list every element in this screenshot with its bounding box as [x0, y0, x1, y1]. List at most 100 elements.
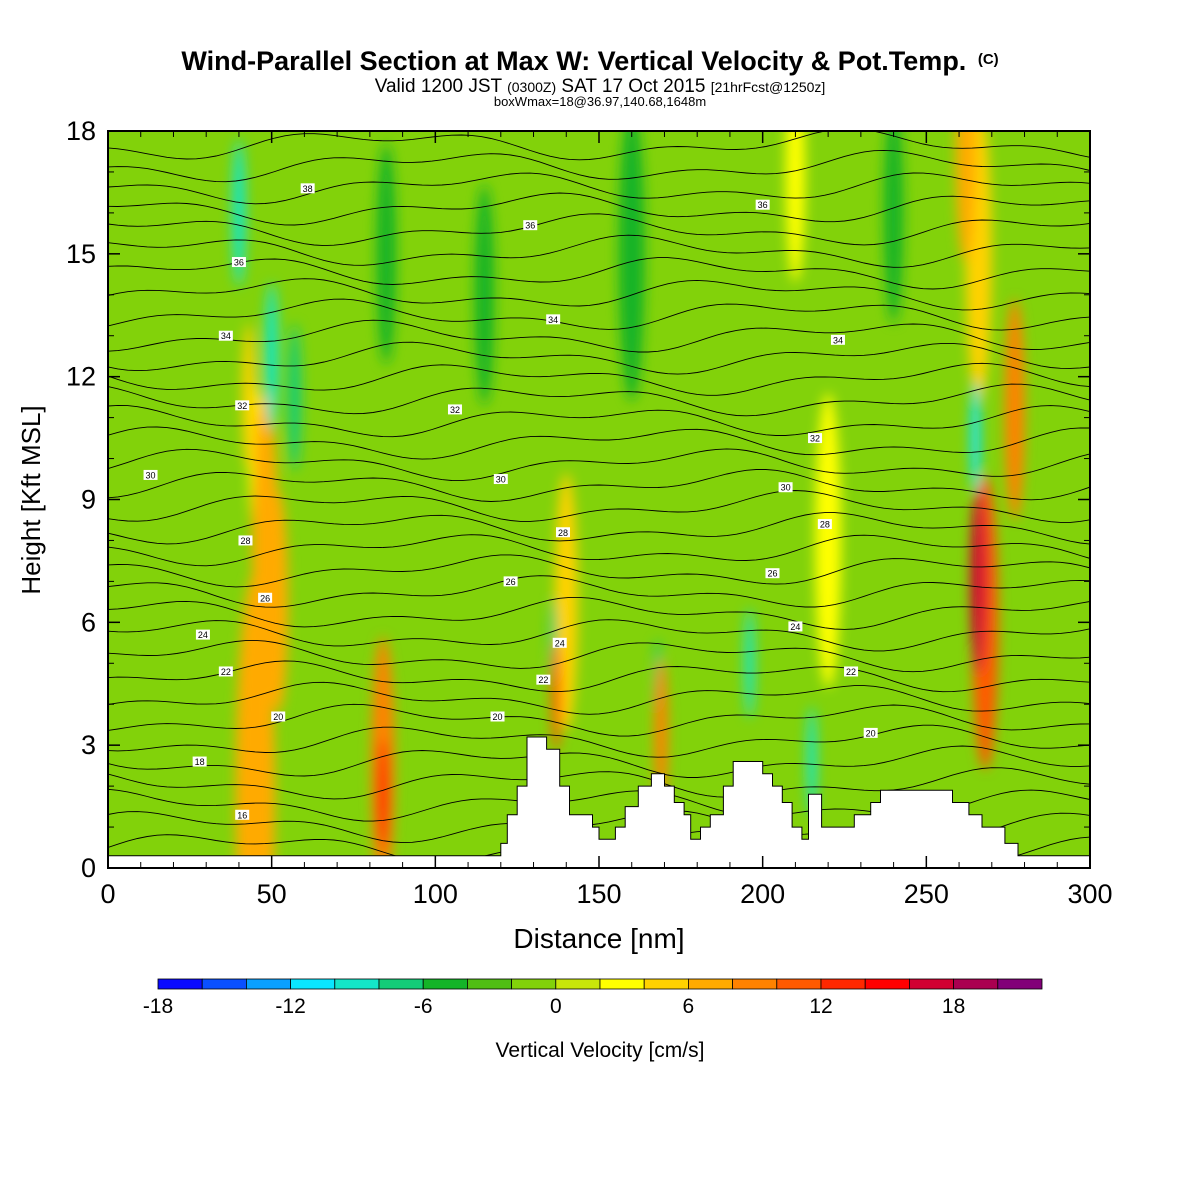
theta-contour	[108, 534, 1090, 567]
theta-contour	[108, 298, 1090, 331]
contour-label-bg	[536, 674, 551, 685]
theta-contour	[108, 767, 1090, 800]
colorbar-tick-label: -12	[275, 995, 305, 1018]
colorbar-swatch	[909, 978, 955, 990]
colorbar: -18 -12 -6 0 6 12 18	[143, 978, 1043, 1018]
chart-subtitle: Valid 1200 JST (0300Z) SAT 17 Oct 2015 […	[375, 76, 826, 97]
colorbar-swatch	[732, 978, 778, 990]
contour-label-bg	[271, 711, 286, 722]
contour-label-bg	[238, 535, 253, 546]
colorbar-swatch	[511, 978, 557, 990]
contour-label: 32	[237, 401, 247, 411]
subtitle-date: SAT 17 Oct 2015	[561, 76, 705, 97]
contour-label-bg	[546, 314, 561, 325]
contour-labels: 38 36 34 32 30 28 26 24 22 20 18 16 36 34 32 30 28 26 24 22…	[143, 183, 878, 820]
contour-label: 24	[555, 638, 565, 648]
w-cell	[232, 139, 246, 287]
contour-label: 28	[558, 528, 568, 538]
y-tick-label: 12	[66, 362, 96, 392]
theta-contour	[108, 660, 1090, 693]
colorbar-swatch	[245, 978, 291, 990]
w-cell	[288, 323, 302, 471]
theta-contour	[108, 404, 1090, 438]
contour-label-bg	[863, 727, 878, 738]
w-cell	[474, 184, 495, 406]
contour-label: 24	[198, 630, 208, 640]
w-cell	[376, 143, 397, 365]
theta-contour	[108, 619, 1090, 652]
contour-label: 22	[221, 667, 231, 677]
contour-label: 22	[846, 667, 856, 677]
contour-label-bg	[447, 404, 462, 415]
w-cell	[618, 131, 645, 402]
theta-contour	[108, 213, 1090, 247]
contour-label: 34	[548, 315, 558, 325]
colorbar-tick-label: 0	[550, 995, 562, 1018]
contour-label: 30	[496, 475, 506, 485]
contour-label-bg	[493, 474, 508, 485]
colorbar-tick-label: 6	[683, 995, 695, 1018]
x-tick-label: 200	[740, 879, 785, 909]
theta-contours	[108, 131, 1090, 864]
contour-label-bg	[523, 220, 538, 231]
contour-label-bg	[231, 257, 246, 268]
theta-contour	[108, 575, 1090, 608]
contour-label-bg	[817, 519, 832, 530]
contour-label-bg	[808, 433, 823, 444]
colorbar-tick-label: 12	[809, 995, 832, 1018]
chart-title: Wind-Parallel Section at Max W: Vertical…	[181, 46, 998, 76]
w-cell	[970, 382, 981, 494]
contour-label: 20	[493, 712, 503, 722]
theta-contour	[108, 341, 1090, 375]
w-cell	[654, 659, 668, 807]
w-cell	[744, 608, 755, 719]
theta-contour	[108, 383, 1090, 417]
subtitle-fcst: [21hrFcst@1250z]	[711, 79, 826, 95]
contour-label-bg	[503, 576, 518, 587]
colorbar-swatch	[466, 978, 512, 990]
w-cell	[785, 131, 806, 283]
theta-contour	[108, 469, 1090, 502]
contour-label-bg	[218, 666, 233, 677]
theta-contour	[108, 724, 1090, 758]
y-tick-label: 0	[81, 853, 96, 883]
theta-contour	[108, 172, 1090, 205]
contour-label-bg	[788, 621, 803, 632]
theta-contour	[108, 319, 1090, 353]
contour-label: 30	[146, 470, 156, 480]
contour-label: 28	[820, 520, 830, 530]
contour-label: 22	[538, 675, 548, 685]
contour-label: 30	[781, 483, 791, 493]
w-cell	[883, 131, 904, 324]
contour-label-bg	[844, 666, 859, 677]
contour-label: 36	[525, 221, 535, 231]
colorbar-swatch	[953, 978, 999, 990]
colorbar-swatch	[201, 978, 247, 990]
contour-label-bg	[765, 568, 780, 579]
colorbar-swatch	[643, 978, 689, 990]
theta-contour	[108, 745, 1090, 778]
y-tick-label: 18	[66, 116, 96, 146]
contour-label-bg	[830, 334, 845, 345]
velocity-field	[232, 131, 1025, 868]
w-cell	[235, 573, 275, 868]
y-tick-label: 3	[81, 730, 96, 760]
colorbar-swatch	[820, 978, 866, 990]
contour-label: 32	[450, 405, 460, 415]
contour-label: 18	[195, 757, 205, 767]
theta-contour	[108, 512, 1090, 545]
contour-label-bg	[235, 400, 250, 411]
theta-contour	[108, 234, 1090, 268]
w-cell	[551, 640, 562, 752]
contour-label: 32	[810, 434, 820, 444]
w-cell	[265, 282, 279, 430]
y-tick-label: 6	[81, 607, 96, 637]
w-cell	[806, 706, 817, 817]
contour-label-bg	[218, 330, 233, 341]
contour-label: 34	[833, 335, 843, 345]
w-cell	[955, 131, 976, 262]
colorbar-swatch	[157, 978, 203, 990]
contour-label: 16	[237, 810, 247, 820]
colorbar-tick-label: -6	[414, 995, 433, 1018]
